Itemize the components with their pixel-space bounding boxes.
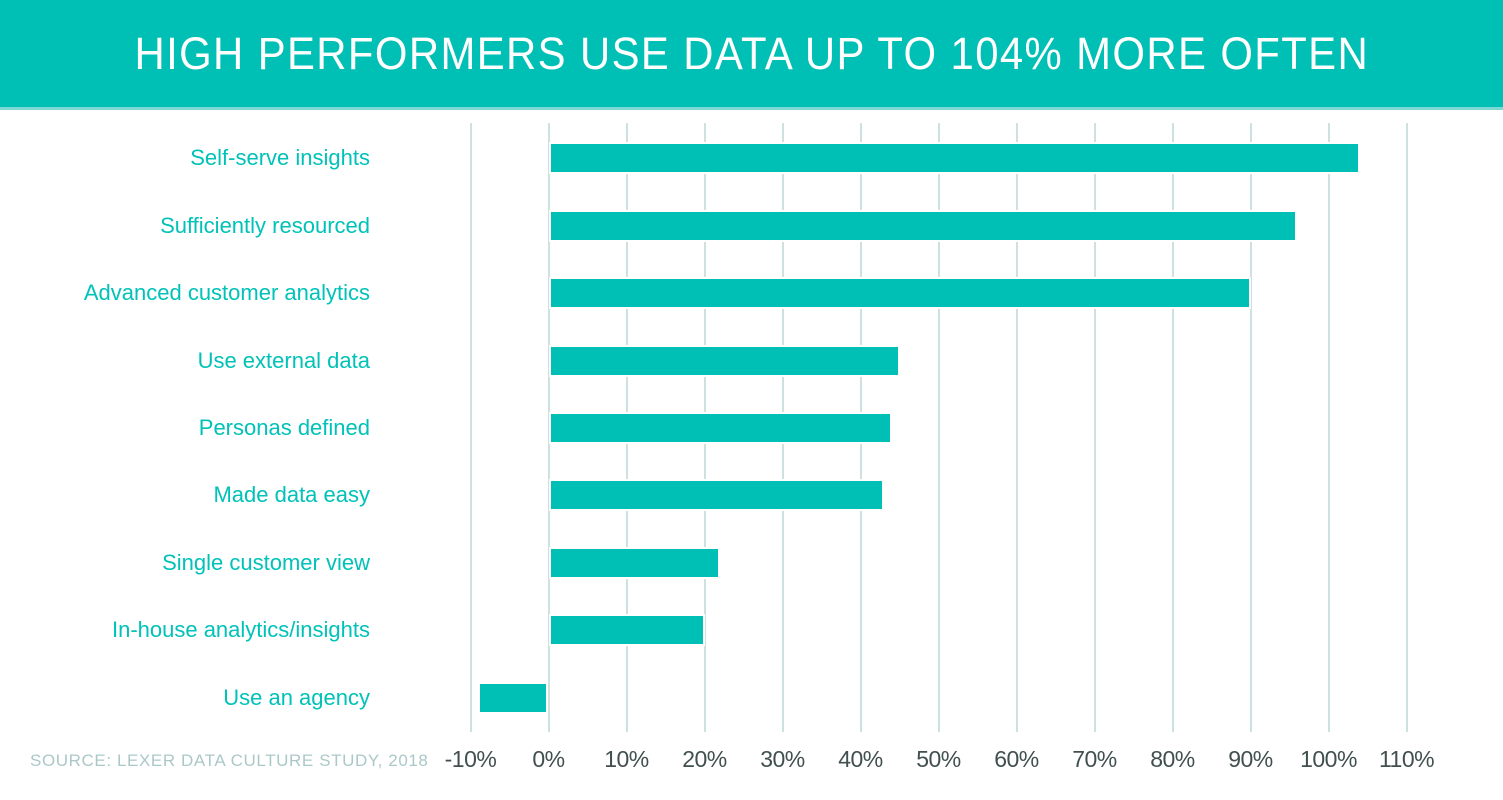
axis-tick-label: 20% [682,746,727,772]
axis-tick-label: 30% [760,746,805,772]
bar [478,681,549,714]
bar [548,277,1251,310]
axis-tick-label: 90% [1228,746,1273,772]
axis-tick-label: 100% [1300,746,1357,772]
gridline [1093,123,1096,732]
chart-title: HIGH PERFORMERS USE DATA UP TO 104% MORE… [134,27,1369,79]
header-banner: HIGH PERFORMERS USE DATA UP TO 104% MORE… [0,0,1503,110]
gridline [1249,123,1252,732]
bar [548,614,705,647]
category-label: Personas defined [198,415,370,440]
category-label: In-house analytics/insights [111,617,370,643]
bar [548,546,721,579]
gridline [1405,123,1408,732]
category-label: Made data easy [213,482,370,508]
bar [548,479,884,512]
gridline [469,123,472,732]
gridline [1171,123,1174,732]
axis-tick-label: 40% [838,746,883,772]
category-label: Use external data [197,347,370,373]
category-label: Use an agency [223,684,370,710]
bar [548,142,1360,175]
axis-tick-label: 110% [1378,746,1435,772]
axis-tick-label: 80% [1150,746,1195,772]
bar [548,412,892,444]
bar [548,344,900,377]
axis-tick-label: 0% [532,746,565,772]
axis-tick-label: 10% [604,746,649,772]
gridline [1015,123,1018,732]
gridline [937,123,940,732]
category-label: Sufficiently resourced [160,212,370,238]
category-label: Self-serve insights [190,145,370,171]
source-text: SOURCE: LEXER DATA CULTURE STUDY, 2018 [30,751,429,770]
axis-tick-label: 60% [994,746,1039,772]
bar [548,209,1298,242]
bar-chart: -10% 0% 10% 20% 30% 40% 50% 60% 70% 80% 90% 100% 110… [0,110,1503,800]
axis-tick-label: 70% [1072,746,1117,772]
gridline [1327,123,1330,732]
category-label: Single customer view [162,549,370,575]
axis-tick-label: 50% [916,746,961,772]
category-label: Advanced customer analytics [83,280,370,306]
axis-tick-label: -10% [444,746,497,772]
